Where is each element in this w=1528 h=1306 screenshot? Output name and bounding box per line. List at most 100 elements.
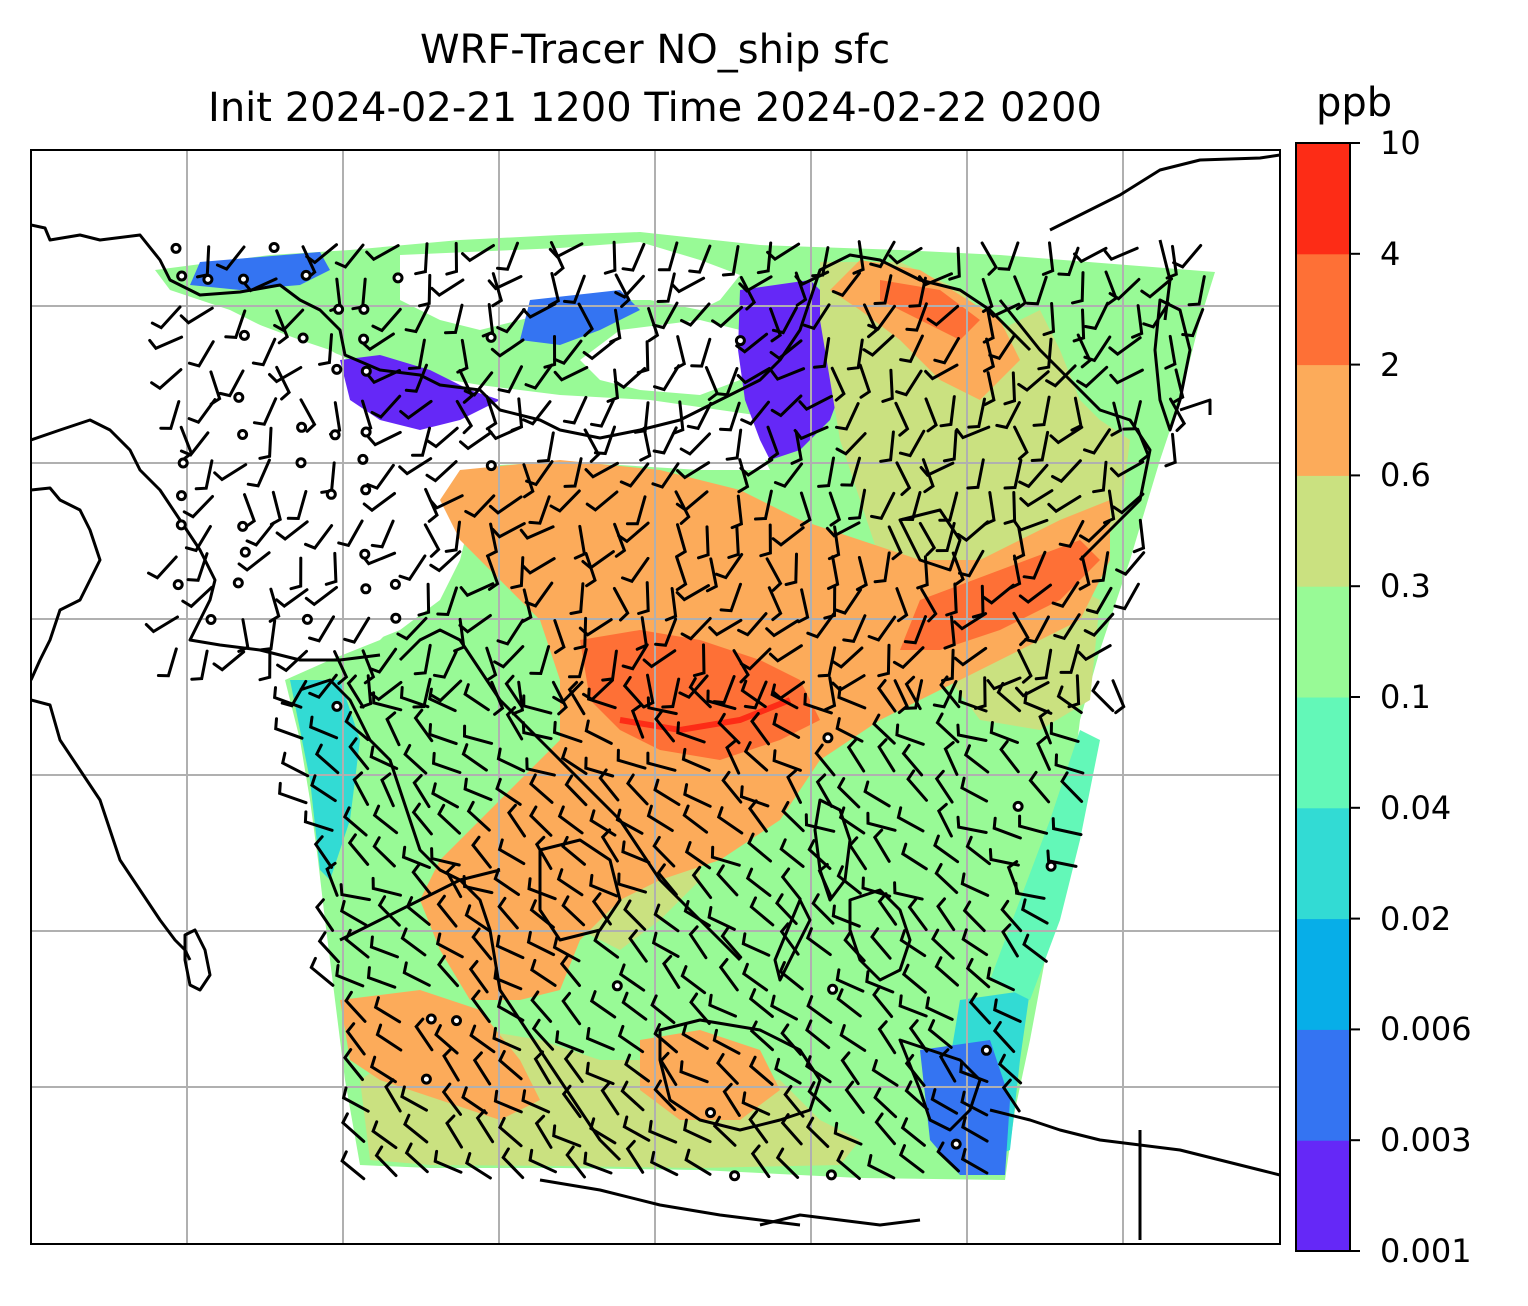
wind-barb [657,241,679,272]
wind-barb [780,1023,803,1056]
wind-barb [675,584,710,602]
wind-barb [1091,680,1115,713]
wind-barb [893,881,924,901]
wind-barb [444,520,461,553]
wind-barb [659,1051,678,1086]
wind-barb [967,397,986,429]
colorbar-tick-label: 0.1 [1380,678,1431,716]
calm-circle [176,270,188,282]
wind-barb [511,680,525,716]
wind-barb [242,277,278,293]
wind-barb [505,706,524,741]
wind-barb [710,845,741,867]
wind-barb [340,1150,366,1181]
wind-barb [522,694,553,715]
wind-barb [428,687,457,713]
colorbar-tick-label: 0.02 [1380,899,1452,938]
wind-barb [453,617,466,653]
wind-barb [716,864,739,897]
wind-barb [736,367,771,385]
wind-barb [772,749,802,772]
wind-barb [487,425,523,441]
wind-barb [485,522,499,558]
wind-barb [846,738,866,773]
wind-barb [148,335,184,351]
wind-barb [496,995,525,1022]
wind-barb [901,842,928,871]
colorbar [1295,142,1360,1252]
wind-barb [814,743,836,777]
wind-barb [423,523,441,558]
wind-barb [653,1023,678,1054]
wind-barb [366,369,401,385]
wind-barb [806,995,833,1024]
wind-barb [939,395,956,428]
wind-barb [682,804,709,834]
wind-barb [315,898,335,932]
wind-barb [396,616,428,641]
wind-barb [867,1154,896,1180]
colorbar-tick-label: 0.3 [1380,567,1431,606]
wind-barb [521,721,553,741]
wind-barb [1169,397,1187,432]
wind-barb [464,494,496,518]
wind-barb [436,894,458,928]
wind-barb [780,867,802,901]
wind-barb [963,744,990,774]
wind-barb [779,838,805,868]
wind-barb [324,551,338,586]
wind-barb [898,994,928,1018]
calm-circle [358,303,370,315]
wind-barb [552,1124,582,1148]
wind-barb [953,646,988,667]
wind-barb [1165,244,1178,280]
wind-barb [552,720,583,743]
wind-barb [732,649,750,684]
wind-barb [365,244,400,262]
wind-barb [983,337,996,373]
wind-barb [215,245,246,271]
wind-barb [648,1119,678,1144]
wind-barb [403,743,428,775]
wind-barb [735,332,769,354]
wind-barb [654,709,675,743]
wind-barb [361,332,395,352]
wind-barb [621,643,649,671]
wind-barb [309,956,335,987]
wind-barb [649,1150,679,1177]
wind-barb [690,337,712,368]
wind-barb [717,712,741,745]
calm-circle [451,1015,462,1027]
wind-barb [873,551,891,584]
wind-barb [559,954,581,987]
calm-circle [232,577,244,589]
wind-barb [1034,648,1053,681]
wind-barb [932,680,958,709]
wind-barb [945,582,958,617]
wind-barb [982,583,1015,605]
calm-circle [950,1138,962,1150]
wind-barb [585,1027,615,1051]
wind-barb [524,581,554,608]
wind-barb [843,930,866,963]
fringe-north [738,280,845,460]
calm-circle [420,1073,432,1085]
wind-barb [888,246,923,265]
wind-barb [194,459,214,491]
wind-barb [921,458,935,494]
wind-barb [960,1147,989,1175]
calm-circle [238,273,249,285]
wind-barb [362,492,396,513]
wind-barb [834,588,862,615]
wind-barb [958,690,988,713]
wind-barb [938,1048,957,1083]
calm-circle [297,332,309,344]
calm-circle [325,488,337,500]
wind-barb [739,275,757,311]
wind-barb [876,679,897,713]
wind-barb [727,525,740,559]
wind-barb [743,741,769,772]
wind-barb [708,993,737,1018]
wind-barb [743,680,768,710]
calm-circle [300,269,312,281]
